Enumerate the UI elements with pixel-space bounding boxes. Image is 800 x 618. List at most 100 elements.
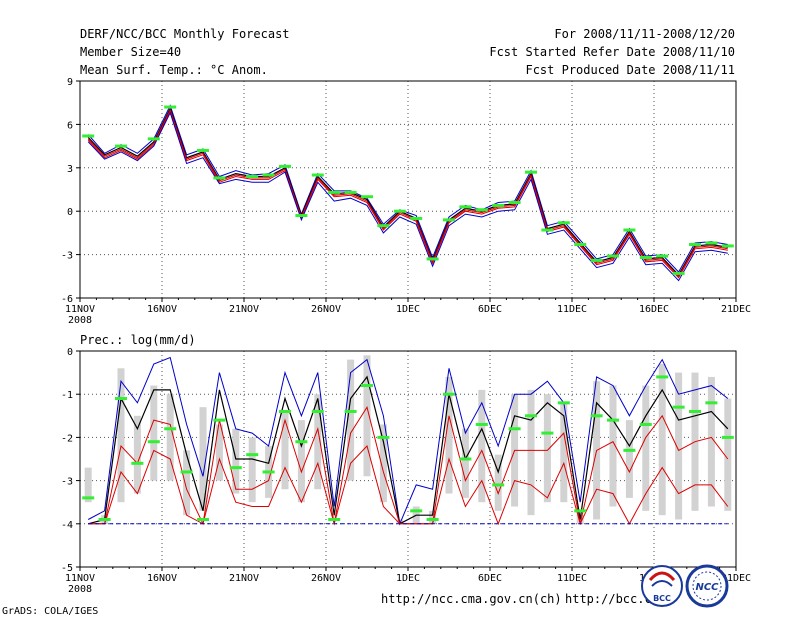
- range-bar: [297, 420, 305, 503]
- x-tick-label: 16DEC: [639, 304, 669, 315]
- range-bar: [117, 368, 125, 503]
- observed-marker: [147, 137, 160, 141]
- y-tick-label: -4: [61, 520, 73, 531]
- x-tick-label: 1DEC: [396, 304, 420, 315]
- range-bar: [166, 394, 174, 481]
- observed-marker: [213, 418, 226, 422]
- observed-marker: [541, 228, 554, 232]
- range-bar: [429, 510, 437, 524]
- observed-marker: [574, 242, 587, 246]
- x-tick-label: 11DEC: [557, 304, 587, 315]
- observed-marker: [295, 214, 308, 218]
- observed-marker: [689, 409, 701, 413]
- x-tick-label: 6DEC: [478, 573, 502, 584]
- observed-marker: [377, 435, 390, 439]
- y-tick-label: -5: [61, 563, 73, 574]
- observed-marker: [426, 517, 439, 521]
- observed-marker: [410, 216, 423, 220]
- range-bar: [330, 515, 338, 517]
- observed-marker: [147, 440, 160, 444]
- observed-marker: [246, 174, 259, 178]
- range-bar: [707, 376, 715, 507]
- observed-marker: [574, 509, 587, 513]
- observed-marker: [82, 134, 95, 138]
- observed-marker: [721, 435, 734, 439]
- observed-marker: [721, 244, 734, 248]
- y-tick-label: -3: [61, 477, 73, 488]
- x-tick-label: 16NOV: [147, 573, 177, 584]
- observed-marker: [295, 440, 308, 444]
- observed-marker: [426, 257, 439, 261]
- observed-marker: [672, 405, 685, 409]
- x-tick-label: 11NOV: [65, 573, 95, 584]
- series-line-red_lower: [88, 445, 729, 526]
- range-bar: [478, 389, 486, 503]
- range-bar: [625, 420, 633, 498]
- y-tick-label: -6: [61, 294, 73, 305]
- observed-marker: [689, 242, 701, 246]
- observed-marker: [525, 414, 537, 418]
- range-bar: [527, 389, 535, 516]
- range-bar: [347, 359, 355, 481]
- observed-marker: [262, 173, 275, 177]
- header-member-size: Member Size=40: [80, 45, 181, 59]
- range-bar: [363, 355, 371, 477]
- bcc-url: http://bcc.c: [565, 592, 652, 606]
- range-bar: [461, 428, 469, 498]
- range-bar: [543, 394, 551, 503]
- bcc-logo-text: BCC: [653, 594, 671, 603]
- observed-marker: [607, 418, 619, 422]
- x-tick-label: 1DEC: [396, 573, 420, 584]
- observed-marker: [672, 271, 685, 275]
- observed-marker: [377, 224, 390, 228]
- ncc-logo: NCC: [685, 564, 729, 608]
- observed-marker: [492, 483, 505, 487]
- observed-marker: [229, 466, 242, 470]
- observed-marker: [328, 517, 341, 521]
- range-bar: [560, 402, 568, 503]
- y-tick-label: -3: [61, 251, 73, 262]
- observed-marker: [213, 176, 226, 180]
- observed-marker: [459, 205, 472, 209]
- observed-marker: [311, 173, 324, 177]
- precipitation-panel: 11NOV16NOV21NOV26NOV1DEC6DEC11DEC16DEC21…: [61, 347, 751, 595]
- y-tick-label: -2: [61, 433, 73, 444]
- series-line-red_upper: [87, 108, 728, 278]
- observed-marker: [656, 254, 669, 258]
- observed-marker: [131, 461, 144, 465]
- range-bar: [232, 428, 240, 494]
- x-tick-label: 21DEC: [721, 304, 751, 315]
- observed-marker: [557, 221, 570, 225]
- range-bar: [675, 372, 683, 520]
- series-line-upper: [87, 104, 728, 273]
- observed-marker: [705, 241, 718, 245]
- grads-credit: GrADS: COLA/IGES: [2, 606, 98, 617]
- observed-marker: [623, 228, 636, 232]
- range-bar: [609, 385, 617, 507]
- range-bar: [150, 385, 158, 481]
- observed-marker: [443, 392, 455, 396]
- range-bar: [215, 424, 223, 481]
- x-tick-label: 21NOV: [229, 573, 259, 584]
- series-line-red_lower: [87, 110, 728, 279]
- header-period: For 2008/11/11-2008/12/20: [554, 27, 735, 41]
- observed-marker: [197, 148, 209, 152]
- bcc-logo: BCC: [641, 565, 683, 607]
- precip-title: Prec.: log(mm/d): [80, 333, 196, 347]
- observed-marker: [164, 427, 177, 431]
- observed-marker: [541, 431, 554, 435]
- range-bar: [199, 407, 207, 511]
- observed-marker: [639, 422, 652, 426]
- y-tick-label: 9: [67, 77, 73, 88]
- observed-marker: [246, 453, 259, 457]
- observed-marker: [279, 164, 291, 168]
- range-bar: [133, 415, 141, 494]
- range-bar: [248, 437, 256, 503]
- header-variable: Mean Surf. Temp.: °C Anom.: [80, 63, 268, 77]
- x-year-label: 2008: [68, 584, 92, 595]
- observed-marker: [656, 375, 669, 379]
- x-tick-label: 11DEC: [557, 573, 587, 584]
- y-tick-label: 3: [67, 164, 73, 175]
- observed-marker: [590, 414, 603, 418]
